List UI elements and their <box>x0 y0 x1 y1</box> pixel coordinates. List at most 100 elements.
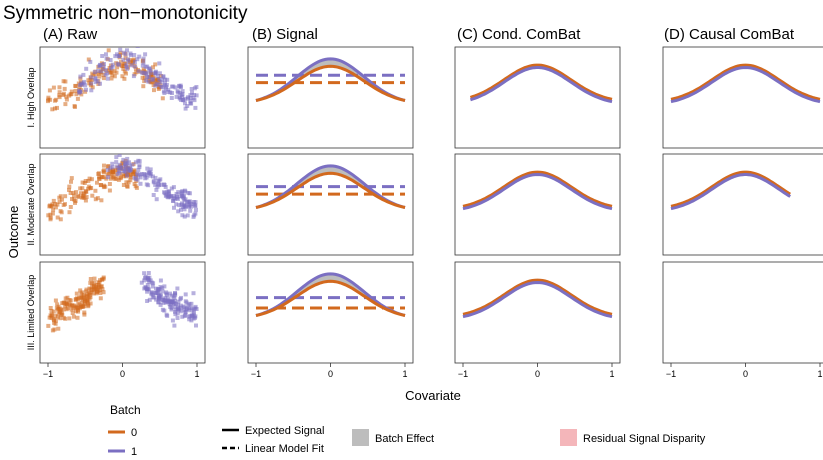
row-label: III. Limited Overlap <box>26 275 36 351</box>
raw-point-batch-1 <box>159 182 164 187</box>
raw-point-batch-0 <box>80 186 85 191</box>
raw-point-batch-1 <box>133 176 138 181</box>
raw-point-batch-1 <box>92 70 97 75</box>
raw-point-batch-1 <box>189 318 194 323</box>
raw-point-batch-1 <box>108 165 113 170</box>
raw-point-batch-1 <box>188 314 193 319</box>
x-tick-label: 1 <box>194 369 199 379</box>
raw-point-batch-1 <box>163 81 167 86</box>
raw-point-batch-0 <box>57 90 62 95</box>
raw-point-batch-1 <box>104 52 108 57</box>
raw-point-batch-1 <box>100 54 105 58</box>
raw-point-batch-1 <box>138 181 143 186</box>
raw-point-batch-1 <box>157 77 162 81</box>
raw-point-batch-0 <box>60 197 64 202</box>
figure-title: Symmetric non−monotonicity <box>3 3 248 24</box>
raw-point-batch-1 <box>154 187 159 192</box>
raw-point-batch-0 <box>53 98 57 103</box>
raw-point-batch-0 <box>102 168 106 173</box>
raw-point-batch-1 <box>165 296 170 301</box>
raw-point-batch-1 <box>189 101 194 106</box>
raw-point-batch-0 <box>92 276 97 281</box>
raw-point-batch-0 <box>57 199 62 204</box>
raw-point-batch-1 <box>108 58 113 62</box>
raw-point-batch-1 <box>124 166 129 171</box>
raw-point-batch-1 <box>98 81 102 86</box>
raw-point-batch-1 <box>138 175 143 180</box>
raw-point-batch-1 <box>158 278 163 283</box>
raw-point-batch-0 <box>58 194 63 199</box>
raw-point-batch-0 <box>55 302 60 307</box>
raw-point-batch-1 <box>121 57 126 62</box>
legend-residual-label: Residual Signal Disparity <box>583 433 706 445</box>
raw-point-batch-0 <box>158 74 163 78</box>
raw-point-batch-0 <box>48 212 53 217</box>
raw-point-batch-1 <box>160 286 165 291</box>
raw-point-batch-1 <box>88 59 93 64</box>
raw-point-batch-0 <box>99 183 103 188</box>
raw-point-batch-0 <box>74 92 79 97</box>
x-tick-label: 0 <box>535 369 540 379</box>
raw-point-batch-0 <box>53 318 58 323</box>
raw-point-batch-1 <box>150 284 155 289</box>
raw-point-batch-0 <box>63 304 68 309</box>
raw-point-batch-1 <box>115 52 119 57</box>
raw-point-batch-0 <box>51 309 56 314</box>
raw-point-batch-1 <box>118 166 123 171</box>
raw-point-batch-0 <box>61 93 66 97</box>
raw-point-batch-0 <box>68 92 73 97</box>
raw-point-batch-1 <box>145 283 150 287</box>
raw-point-batch-1 <box>114 160 119 165</box>
raw-point-batch-1 <box>117 54 122 59</box>
raw-point-batch-1 <box>105 71 110 76</box>
raw-point-batch-1 <box>141 70 146 75</box>
raw-point-batch-1 <box>176 190 181 195</box>
raw-point-batch-1 <box>178 309 183 314</box>
raw-point-batch-1 <box>129 63 134 68</box>
raw-point-batch-0 <box>53 314 58 318</box>
raw-point-batch-1 <box>132 53 137 57</box>
raw-point-batch-1 <box>178 303 183 308</box>
raw-point-batch-1 <box>137 159 142 164</box>
corrected-curve-batch-1 <box>462 172 613 211</box>
raw-point-batch-1 <box>170 299 175 303</box>
raw-point-batch-1 <box>110 161 115 166</box>
expected-signal-batch-0 <box>255 171 406 209</box>
raw-point-batch-1 <box>171 294 176 299</box>
raw-point-batch-0 <box>67 187 71 192</box>
raw-point-batch-1 <box>147 66 151 71</box>
panel-r3-c1: −1 0 1 III. Limited Overlap <box>26 261 206 379</box>
corrected-curve-batch-0 <box>462 278 613 316</box>
legend-batch-effect-label: Batch Effect <box>375 433 434 445</box>
raw-point-batch-0 <box>123 56 128 61</box>
raw-point-batch-1 <box>99 69 104 74</box>
raw-point-batch-1 <box>115 164 120 169</box>
raw-point-batch-1 <box>155 74 160 78</box>
raw-point-batch-1 <box>142 271 147 276</box>
raw-point-batch-1 <box>157 71 162 76</box>
expected-signal-batch-1 <box>255 57 406 102</box>
raw-point-batch-1 <box>188 99 193 104</box>
raw-point-batch-1 <box>152 295 156 300</box>
raw-point-batch-1 <box>146 170 151 175</box>
raw-point-batch-1 <box>183 106 188 111</box>
raw-point-batch-1 <box>133 160 138 165</box>
raw-point-batch-0 <box>56 311 61 316</box>
raw-point-batch-1 <box>180 213 185 218</box>
raw-point-batch-0 <box>72 197 77 202</box>
raw-point-batch-0 <box>112 74 117 79</box>
raw-point-batch-0 <box>79 291 84 296</box>
raw-point-batch-0 <box>58 306 63 311</box>
raw-point-batch-0 <box>69 179 73 184</box>
raw-point-batch-0 <box>79 304 83 309</box>
raw-point-batch-0 <box>110 174 115 179</box>
raw-point-batch-1 <box>158 80 163 84</box>
raw-point-batch-0 <box>101 290 106 295</box>
legend-batch-1-label: 1 <box>131 446 137 458</box>
raw-point-batch-1 <box>157 61 162 66</box>
raw-point-batch-0 <box>122 76 127 81</box>
raw-point-batch-1 <box>194 307 199 311</box>
expected-signal-batch-0 <box>255 279 406 317</box>
raw-point-batch-1 <box>160 289 165 294</box>
raw-point-batch-0 <box>93 188 98 193</box>
